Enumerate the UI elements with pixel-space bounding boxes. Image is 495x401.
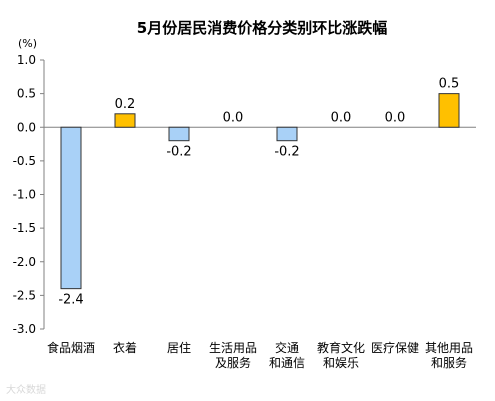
y-tick-label: 1.0 <box>17 53 36 67</box>
category-label: 医疗保健 <box>371 341 419 355</box>
category-label: 生活用品及服务 <box>209 341 257 370</box>
y-axis-unit-label: (%) <box>18 37 37 50</box>
value-label: 0.0 <box>385 110 406 125</box>
y-tick-label: -1.5 <box>13 221 36 235</box>
bar <box>438 93 460 128</box>
y-tick-label: -3.0 <box>13 322 36 336</box>
watermark-logo: 大众数据 <box>6 385 46 396</box>
value-label: -0.2 <box>274 145 299 160</box>
category-label: 衣着 <box>113 340 137 355</box>
y-tick-label: -0.5 <box>13 154 36 168</box>
value-label: -2.4 <box>58 293 83 308</box>
bar <box>114 113 136 128</box>
chart-title: 5月份居民消费价格分类别环比涨跌幅 <box>137 19 387 37</box>
bar <box>168 126 190 142</box>
y-tick-label: 0.0 <box>17 120 36 134</box>
value-labels: -2.4 0.2 -0.2 0.0 -0.2 0.0 0.0 0.5 <box>58 77 459 308</box>
y-tick-label: -2.5 <box>13 288 36 302</box>
y-tick-label: -1.0 <box>13 188 36 202</box>
y-tick-label: -2.0 <box>13 255 36 269</box>
category-label: 教育文化和娱乐 <box>317 340 365 370</box>
bar <box>60 126 82 290</box>
y-tick-label: 0.5 <box>17 87 36 101</box>
value-label: 0.2 <box>115 97 136 112</box>
category-label: 食品烟酒 <box>47 340 95 355</box>
value-label: -0.2 <box>166 145 191 160</box>
y-axis-ticks: 1.0 0.5 0.0 -0.5 -1.0 -1.5 -2.0 -2.5 -3.0 <box>13 53 44 336</box>
category-label: 其他用品和服务 <box>425 341 473 370</box>
value-label: 0.0 <box>223 110 244 125</box>
value-label: 0.5 <box>439 77 460 92</box>
bar <box>276 126 298 142</box>
value-label: 0.0 <box>331 110 352 125</box>
category-label: 交通和通信 <box>269 340 305 370</box>
category-label: 居住 <box>167 341 191 355</box>
bars <box>60 93 460 290</box>
